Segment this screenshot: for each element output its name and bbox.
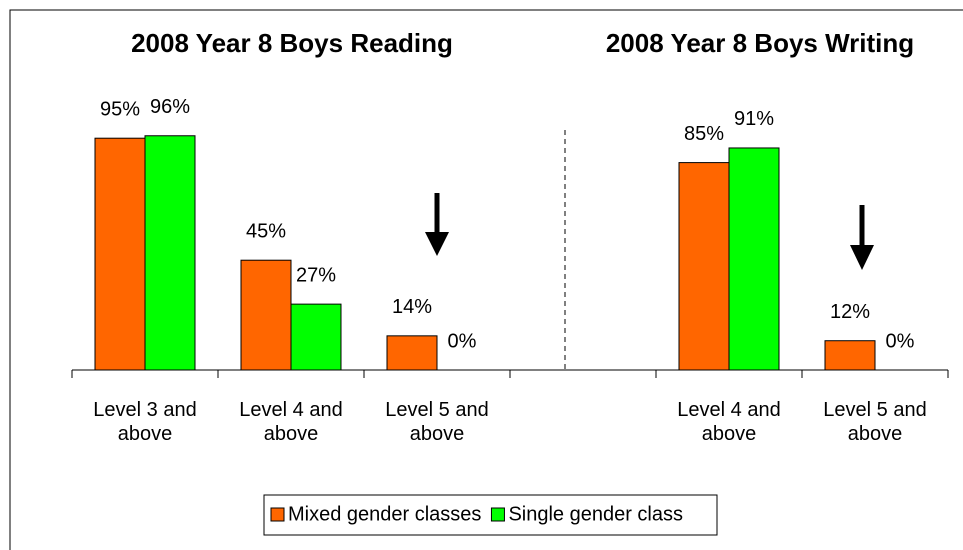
data-label: 45% xyxy=(246,220,286,242)
x-tick-label: Level 3 and above xyxy=(93,399,197,445)
legend-label: Mixed gender classes xyxy=(288,503,481,525)
data-label: 27% xyxy=(296,264,336,286)
chart-title: 2008 Year 8 Boys Reading xyxy=(131,28,453,58)
x-tick-label: Level 5 and above xyxy=(823,399,927,445)
data-label: 0% xyxy=(886,330,915,352)
chart-title: 2008 Year 8 Boys Writing xyxy=(606,28,914,58)
x-tick-label: Level 5 and above xyxy=(385,399,489,445)
bar xyxy=(728,147,780,371)
bar xyxy=(678,162,730,371)
legend-label: Single gender class xyxy=(508,503,683,525)
data-label: 14% xyxy=(392,296,432,318)
x-tick-label: Level 4 and above xyxy=(239,399,343,445)
bar xyxy=(144,135,196,371)
data-label: 96% xyxy=(150,96,190,118)
arrow xyxy=(425,193,449,256)
legend xyxy=(263,494,718,536)
legend-swatch xyxy=(490,507,505,522)
arrow xyxy=(850,205,874,270)
bar xyxy=(386,335,438,371)
bar xyxy=(240,259,292,371)
data-label: 85% xyxy=(684,123,724,145)
bar xyxy=(290,303,342,371)
legend-swatch xyxy=(270,507,285,522)
data-label: 12% xyxy=(830,301,870,323)
data-label: 91% xyxy=(734,108,774,130)
bar xyxy=(824,340,876,371)
x-tick-label: Level 4 and above xyxy=(677,399,781,445)
data-label: 95% xyxy=(100,98,140,120)
data-label: 0% xyxy=(448,330,477,352)
bar xyxy=(94,137,146,371)
